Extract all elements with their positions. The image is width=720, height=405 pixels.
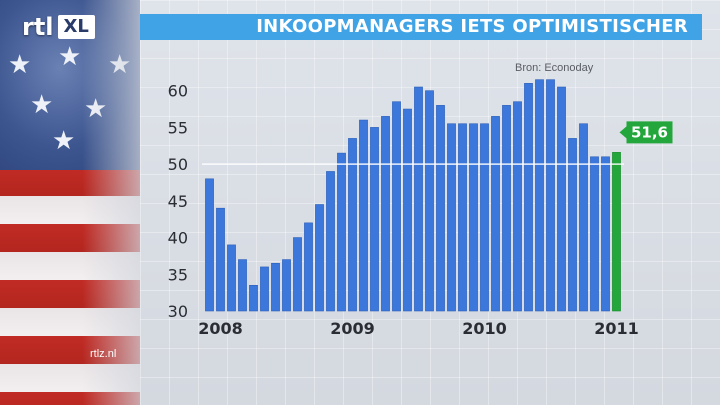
- bar: [513, 101, 522, 312]
- logo-xl-text: XL: [57, 15, 95, 39]
- bar: [282, 259, 291, 312]
- bar: [568, 138, 577, 312]
- bar: [260, 266, 269, 312]
- bar: [557, 86, 566, 312]
- bar: [381, 116, 390, 312]
- bar: [535, 79, 544, 312]
- bar: [546, 79, 555, 312]
- bar: [337, 152, 346, 312]
- bar: [579, 123, 588, 312]
- bar: [249, 284, 258, 312]
- bar: [238, 259, 247, 312]
- source-label: Bron: Econoday: [515, 62, 594, 74]
- chart-panel: [140, 0, 720, 405]
- x-tick-label: 2009: [330, 319, 375, 338]
- y-tick-label: 40: [168, 229, 188, 248]
- bar: [414, 86, 423, 312]
- x-tick-label: 2008: [198, 319, 243, 338]
- callout-value-label: 51,6: [631, 123, 668, 141]
- y-tick-label: 30: [168, 302, 188, 321]
- bar: [425, 90, 434, 312]
- us-flag-background: ★ ★ ★ ★ ★ ★: [0, 0, 150, 405]
- bar: [601, 156, 610, 312]
- bar: [205, 178, 214, 312]
- chart-title: INKOOPMANAGERS IETS OPTIMISTISCHER: [140, 14, 702, 40]
- bar: [480, 123, 489, 312]
- y-tick-label: 60: [168, 82, 188, 101]
- callout-pointer: [619, 126, 627, 139]
- y-axis: 30 35 40 45 50 55 60: [168, 82, 188, 321]
- x-tick-label: 2011: [594, 319, 639, 338]
- x-axis: 2008 2009 2010 2011: [198, 319, 639, 338]
- bar: [590, 156, 599, 312]
- bar: [271, 262, 280, 312]
- y-tick-label: 45: [168, 192, 188, 211]
- bar-highlight: [612, 152, 621, 312]
- bar: [491, 116, 500, 312]
- y-tick-label: 35: [168, 265, 188, 284]
- rtl-xl-logo: rtl XL: [22, 12, 95, 42]
- bar: [392, 101, 401, 312]
- bar: [502, 105, 511, 312]
- bar: [447, 123, 456, 312]
- flag-shade: [0, 0, 150, 405]
- y-tick-label: 55: [168, 118, 188, 137]
- bar: [403, 108, 412, 312]
- bar: [436, 105, 445, 312]
- logo-rtl-text: rtl: [22, 13, 54, 41]
- bar: [359, 119, 368, 312]
- site-url: rtlz.nl: [90, 348, 117, 360]
- bar: [524, 83, 533, 312]
- bar: [304, 222, 313, 312]
- bar: [216, 207, 225, 312]
- bar: [458, 123, 467, 312]
- bar: [348, 138, 357, 312]
- y-tick-label: 50: [168, 155, 188, 174]
- bars-group: [205, 79, 621, 312]
- bar: [227, 244, 236, 312]
- bar: [469, 123, 478, 312]
- bar: [326, 171, 335, 312]
- bar: [315, 204, 324, 312]
- x-tick-label: 2010: [462, 319, 507, 338]
- bar: [293, 237, 302, 312]
- callout-box: [626, 121, 673, 144]
- value-callout: 51,6: [619, 121, 673, 144]
- bar: [370, 127, 379, 312]
